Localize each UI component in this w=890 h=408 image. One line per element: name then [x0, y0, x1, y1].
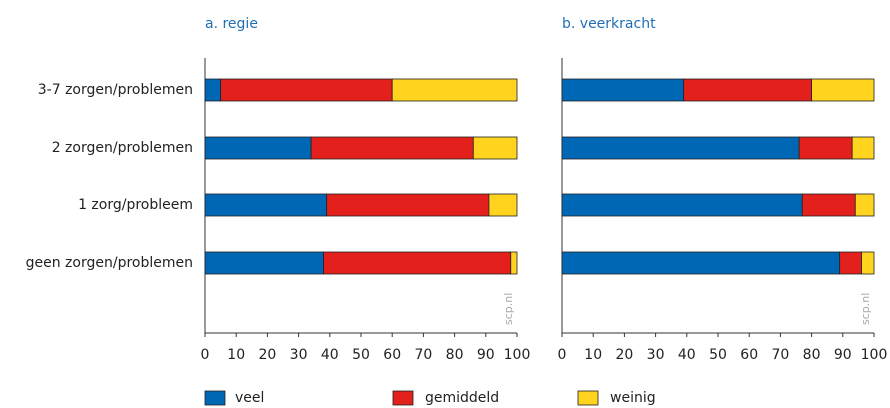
panel-title: a. regie: [205, 16, 258, 32]
x-tick-label: 10: [227, 347, 245, 363]
legend-swatch: [204, 390, 226, 406]
bar-segment: [839, 251, 862, 275]
y-tick-label: 1 zorg/probleem: [78, 197, 193, 213]
bar-segment: [851, 136, 875, 160]
watermark: scp.nl: [502, 293, 515, 325]
bar-segment: [326, 193, 490, 217]
legend-swatch: [392, 390, 414, 406]
bar-segment: [391, 78, 518, 102]
bar-segment: [204, 193, 328, 217]
x-tick-label: 90: [477, 347, 495, 363]
bar-segment: [220, 78, 393, 102]
bar-segment: [488, 193, 518, 217]
x-tick-label: 80: [446, 347, 464, 363]
x-tick-label: 50: [709, 347, 727, 363]
x-tick-label: 0: [201, 347, 210, 363]
legend-label: gemiddeld: [425, 390, 499, 406]
legend-swatch: [577, 390, 599, 406]
x-tick-label: 30: [290, 347, 308, 363]
watermark: scp.nl: [859, 293, 872, 325]
bar-segment: [854, 193, 875, 217]
bar-segment: [683, 78, 812, 102]
bar-segment: [510, 251, 518, 275]
bar-segment: [310, 136, 474, 160]
bar-segment: [861, 251, 875, 275]
panel-title: b. veerkracht: [562, 16, 656, 32]
x-tick-label: 0: [558, 347, 567, 363]
y-tick-label: 3-7 zorgen/problemen: [38, 82, 193, 98]
legend-label: weinig: [610, 390, 656, 406]
bar-segment: [801, 193, 856, 217]
x-tick-label: 40: [321, 347, 339, 363]
x-tick-label: 20: [258, 347, 276, 363]
x-tick-label: 20: [615, 347, 633, 363]
x-tick-label: 40: [678, 347, 696, 363]
bar-segment: [204, 251, 324, 275]
x-tick-label: 70: [414, 347, 432, 363]
legend-label: veel: [235, 390, 264, 406]
bar-segment: [561, 251, 841, 275]
y-tick-label: geen zorgen/problemen: [26, 255, 193, 271]
bar-segment: [561, 78, 685, 102]
x-tick-label: 100: [861, 347, 888, 363]
x-tick-label: 80: [803, 347, 821, 363]
x-tick-label: 90: [834, 347, 852, 363]
bar-segment: [204, 78, 221, 102]
bar-segment: [323, 251, 512, 275]
bar-segment: [811, 78, 875, 102]
y-tick-label: 2 zorgen/problemen: [52, 140, 193, 156]
x-tick-label: 10: [584, 347, 602, 363]
bar-segment: [561, 193, 803, 217]
bar-segment: [204, 136, 312, 160]
x-tick-label: 60: [383, 347, 401, 363]
bar-segment: [472, 136, 518, 160]
x-tick-label: 50: [352, 347, 370, 363]
bar-segment: [561, 136, 800, 160]
x-tick-label: 60: [740, 347, 758, 363]
x-tick-label: 100: [504, 347, 531, 363]
x-tick-label: 30: [647, 347, 665, 363]
x-tick-label: 70: [771, 347, 789, 363]
bar-segment: [798, 136, 853, 160]
